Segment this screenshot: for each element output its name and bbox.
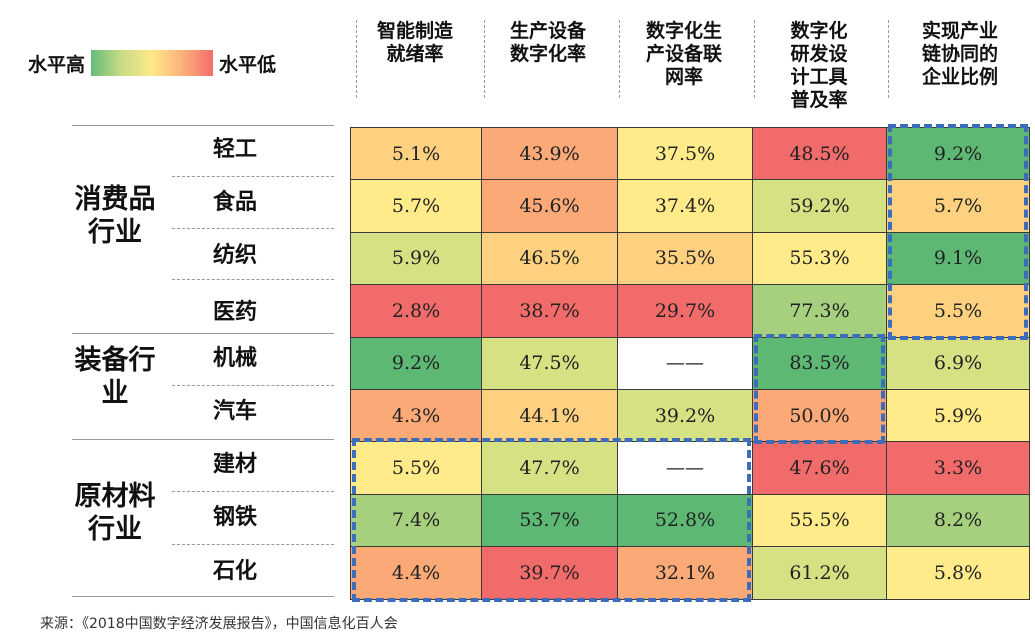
row-separator [172,491,334,492]
heatmap-cell: 9.2% [886,127,1030,181]
heatmap-cell: 43.9% [481,127,618,181]
column-header: 数字化生 产设备联 网率 [645,20,722,88]
column-header: 生产设备 数字化率 [509,20,586,65]
group-label-equipment: 装备行 业 [74,345,156,409]
heatmap-cell: 2.8% [350,284,482,338]
group-label-consumer: 消费品 行业 [74,184,156,248]
row-label-textile: 纺织 [212,242,257,268]
heatmap-cell: 9.2% [350,336,482,390]
heatmap-cell: 39.7% [481,546,618,600]
heatmap-cell: 5.7% [886,179,1030,233]
heatmap-cell: 38.7% [481,284,618,338]
legend-low-label: 水平低 [219,53,277,76]
heatmap-cell: 3.3% [886,441,1030,495]
column-divider [619,20,620,98]
column-header: 数字化 研发设 计工具 普及率 [790,20,848,111]
heatmap-cell: 39.2% [617,389,753,443]
color-legend: 水平高 水平低 [28,50,276,76]
heatmap-cell: 5.5% [886,284,1030,338]
heatmap-cell: 6.9% [886,336,1030,390]
heatmap-cell: 50.0% [752,389,887,443]
group-separator [72,439,334,440]
heatmap-cell: —— [617,441,753,495]
column-divider [888,20,889,98]
group-separator [72,125,334,126]
heatmap-cell: 4.4% [350,546,482,600]
row-label-light-industry: 轻工 [212,136,257,162]
row-separator [172,176,334,177]
heatmap-cell: 5.5% [350,441,482,495]
heatmap-cell: 4.3% [350,389,482,443]
heatmap-cell: 37.4% [617,179,753,233]
heatmap-cell: 53.7% [481,493,618,548]
heatmap-cell: 47.7% [481,441,618,495]
heatmap-cell: 77.3% [752,284,887,338]
source-note: 来源：《2018中国数字经济发展报告》，中国信息化百人会 [40,616,398,632]
heatmap-cell: —— [617,336,753,390]
heatmap-cell: 47.5% [481,336,618,390]
heatmap-cell: 46.5% [481,231,618,286]
column-header: 智能制造 就绪率 [376,20,453,65]
column-header: 实现产业 链协同的 企业比例 [921,20,998,88]
heatmap-cell: 8.2% [886,493,1030,548]
heatmap-cell: 37.5% [617,127,753,181]
heatmap-cell: 55.5% [752,493,887,548]
heatmap-cell: 29.7% [617,284,753,338]
heatmap-cell: 61.2% [752,546,887,600]
group-separator [72,596,334,597]
heatmap-cell: 32.1% [617,546,753,600]
row-label-machinery: 机械 [212,345,257,371]
row-label-automotive: 汽车 [212,398,257,424]
heatmap-cell: 35.5% [617,231,753,286]
heatmap-cell: 47.6% [752,441,887,495]
heatmap-cell: 45.6% [481,179,618,233]
row-separator [172,544,334,545]
group-label-raw-materials: 原材料 行业 [74,481,156,545]
row-label-petrochemical: 石化 [212,558,257,584]
row-separator [172,279,334,280]
row-label-pharma: 医药 [212,299,257,325]
heatmap-cell: 83.5% [752,336,887,390]
heatmap-cell: 5.9% [886,389,1030,443]
heatmap-cell: 9.1% [886,231,1030,286]
group-separator [72,333,334,334]
row-label-steel: 钢铁 [212,504,257,530]
row-label-building-materials: 建材 [212,451,257,477]
row-label-food: 食品 [212,189,257,215]
column-divider [754,20,755,98]
heatmap-cell: 48.5% [752,127,887,181]
heatmap-cell: 5.1% [350,127,482,181]
heatmap-cell: 5.7% [350,179,482,233]
column-divider [356,20,357,98]
column-divider [484,20,485,98]
heatmap-cell: 55.3% [752,231,887,286]
heatmap-cell: 44.1% [481,389,618,443]
heatmap-cell: 52.8% [617,493,753,548]
heatmap-cell: 5.8% [886,546,1030,600]
legend-gradient [91,50,214,76]
row-separator [172,228,334,229]
legend-high-label: 水平高 [28,53,86,76]
heatmap-cell: 59.2% [752,179,887,233]
row-separator [172,385,334,386]
heatmap-cell: 5.9% [350,231,482,286]
heatmap-cell: 7.4% [350,493,482,548]
